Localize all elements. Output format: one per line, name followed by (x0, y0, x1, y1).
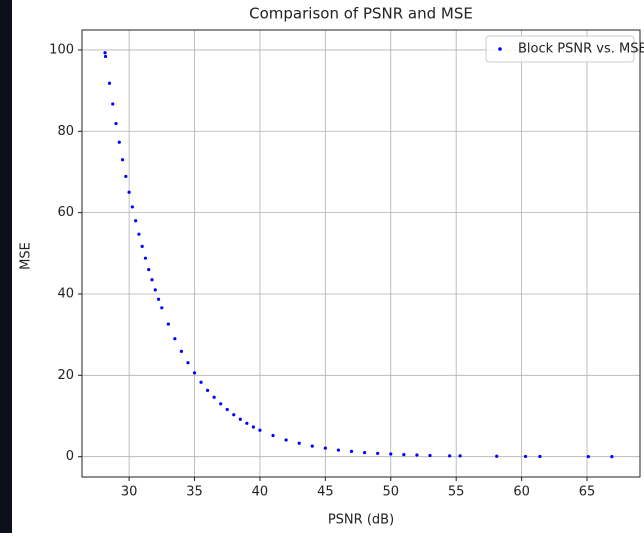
point (130, 205, 134, 209)
point (362, 450, 367, 455)
point (137, 232, 141, 236)
point (523, 454, 528, 459)
point (219, 402, 223, 406)
point (107, 81, 112, 85)
point (166, 322, 170, 326)
x-tick-label: 60 (513, 485, 530, 500)
point (140, 244, 144, 248)
x-tick-label: 40 (252, 485, 269, 500)
point (349, 449, 354, 453)
y-tick-label: 20 (57, 368, 74, 383)
y-tick-label: 60 (57, 205, 74, 220)
legend-box (485, 35, 635, 63)
point (232, 413, 236, 417)
chart-title: Comparison of PSNR and MSE (249, 5, 473, 23)
point (103, 54, 108, 59)
x-tick-label: 50 (382, 485, 399, 500)
point (134, 219, 138, 223)
point (310, 444, 314, 448)
point (258, 428, 262, 432)
point (238, 417, 242, 421)
point (225, 407, 229, 412)
point (458, 454, 462, 458)
point (271, 433, 275, 438)
x-tick-label: 45 (317, 485, 334, 500)
x-tick-label: 35 (186, 485, 203, 500)
point (251, 425, 255, 429)
point (120, 158, 125, 162)
point (186, 361, 190, 365)
point (160, 306, 164, 310)
point (297, 441, 301, 445)
x-tick-label: 30 (121, 485, 138, 500)
point (389, 452, 393, 456)
point (199, 380, 203, 384)
plot-frame (81, 29, 641, 478)
point (428, 453, 432, 458)
point (143, 256, 148, 260)
point (586, 454, 590, 459)
point (448, 454, 452, 458)
point (179, 349, 184, 353)
y-tick-label: 80 (57, 124, 74, 139)
point (323, 446, 327, 450)
x-tick-label: 55 (448, 485, 465, 500)
point (610, 455, 614, 459)
point (245, 421, 249, 425)
point (402, 453, 406, 457)
point (205, 388, 210, 392)
background-image-edge (0, 0, 12, 533)
point (147, 267, 151, 272)
point (156, 297, 161, 301)
point (284, 438, 288, 442)
point (495, 454, 499, 458)
point (111, 102, 115, 106)
y-tick-label: 100 (49, 42, 74, 57)
point (538, 454, 542, 459)
point (192, 371, 197, 375)
y-tick-label: 0 (66, 449, 74, 464)
point (127, 190, 131, 194)
point (173, 337, 177, 341)
point (153, 288, 157, 292)
legend-label: Block PSNR vs. MSE (518, 42, 644, 57)
point (376, 451, 380, 456)
y-tick-label: 40 (57, 286, 74, 301)
point (103, 51, 107, 55)
y-axis-label: MSE (19, 242, 34, 270)
point (150, 278, 154, 282)
x-tick-label: 65 (579, 485, 596, 500)
legend-marker (498, 47, 502, 51)
point (336, 448, 341, 452)
point (114, 121, 118, 126)
point (117, 140, 121, 144)
point (212, 395, 216, 399)
point (415, 453, 419, 457)
x-axis-label: PSNR (dB) (328, 513, 394, 528)
point (124, 174, 128, 179)
